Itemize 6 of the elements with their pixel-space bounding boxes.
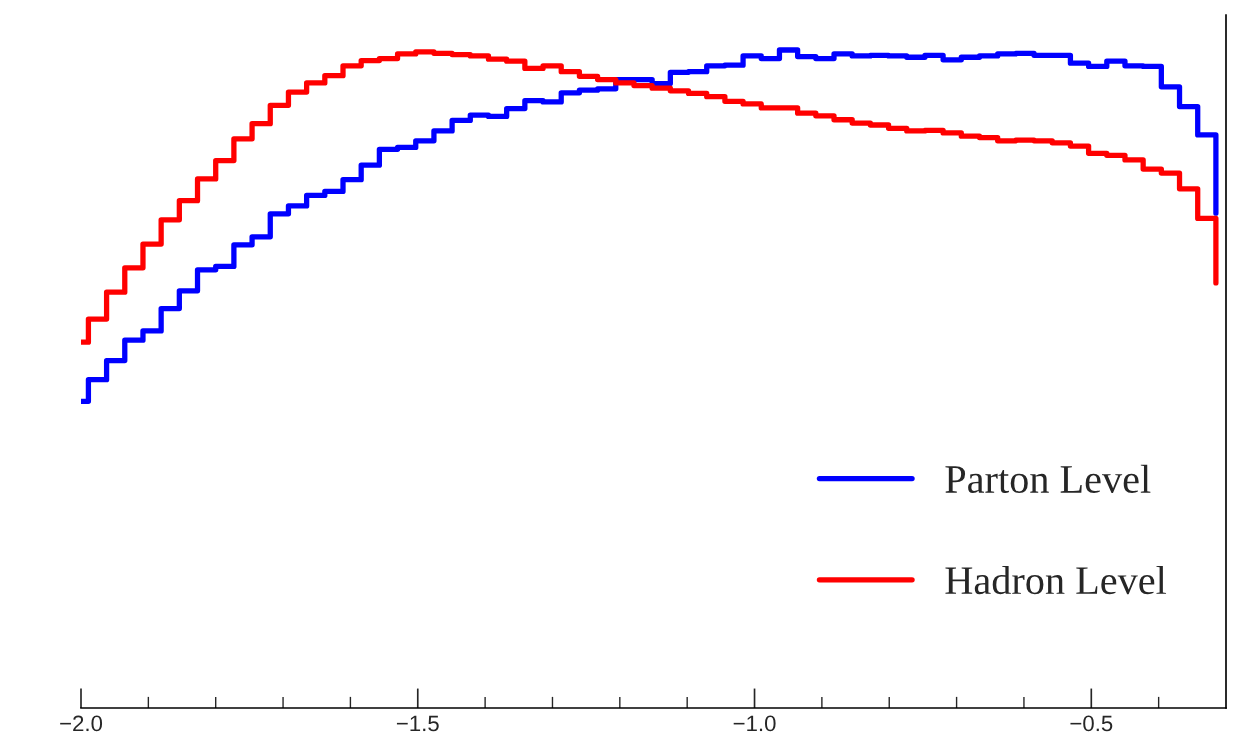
x-tick-label: −0.5 <box>1070 715 1113 732</box>
x-tick-label: −2.0 <box>60 715 103 732</box>
x-tick-label: −1.5 <box>396 715 439 732</box>
x-tick-label: −1.0 <box>733 715 776 732</box>
legend-label: Hadron Level <box>945 565 1167 595</box>
legend-label: Parton Level <box>945 464 1151 494</box>
